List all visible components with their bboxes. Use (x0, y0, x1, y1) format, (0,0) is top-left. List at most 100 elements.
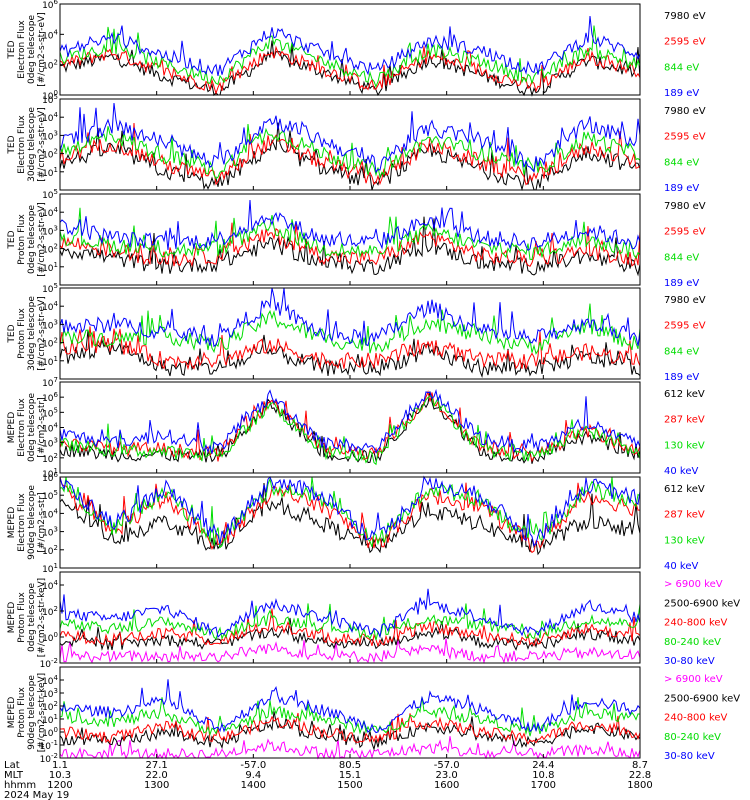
legend-entry: > 6900 keV (664, 579, 723, 590)
y-tick-label: 103 (42, 224, 58, 237)
series-line-3 (59, 207, 641, 261)
y-tick-label: 101 (42, 166, 58, 179)
series-line-2 (59, 122, 641, 186)
legend-entry: 844 eV (664, 62, 699, 73)
legend-entry: 30-80 keV (664, 656, 715, 667)
legend-entry: 612 keV (664, 484, 705, 495)
legend-entry: 80-240 keV (664, 637, 721, 648)
legend-entry: 40 keV (664, 561, 698, 572)
series-line-4 (59, 603, 641, 641)
tick-hhmm: 1500 (337, 780, 362, 791)
y-tick-label: 104 (42, 111, 58, 124)
legend-entry: 2500-6900 keV (664, 693, 740, 704)
legend-entry: 80-240 keV (664, 732, 721, 743)
tick-lat: 8.7 (632, 760, 648, 771)
y-tick-label: 10-2 (40, 752, 58, 765)
y-tick-label: 101 (42, 467, 58, 480)
panel-5: 101 102 103 104 105 106 107 MEPEDElectron Flux0… (7, 376, 705, 480)
series-line-2 (59, 326, 641, 371)
series-line-1 (59, 391, 641, 464)
series-line-4 (59, 102, 641, 174)
legend-entry: 2595 eV (664, 321, 706, 332)
y-tick-label: 105 (42, 489, 58, 502)
tick-mlt: 15.1 (339, 770, 361, 781)
legend-entry: 7980 eV (664, 11, 706, 22)
legend-entry: 2595 eV (664, 132, 706, 143)
y-tick-label: 106 (42, 471, 58, 484)
legend-entry: 287 keV (664, 510, 705, 521)
legend-entry: 844 eV (664, 252, 699, 263)
legend-entry: 130 keV (664, 535, 705, 546)
legend-entry: 612 keV (664, 389, 705, 400)
y-tick-label: 101 (42, 562, 58, 575)
x-axis-row-label: 2024 May 19 (4, 790, 69, 800)
y-tick-label: 104 (42, 674, 58, 687)
series-line-3 (59, 303, 641, 355)
series-line-2 (59, 222, 641, 268)
y-tick-label: 103 (42, 437, 58, 450)
y-tick-label: 104 (42, 28, 58, 41)
series-line-1 (59, 638, 641, 665)
panel-frame (59, 381, 641, 474)
series-line-4 (59, 287, 641, 348)
y-axis-label: MEPEDProton Flux0deg telescope[#/cm2-s-s… (7, 578, 47, 657)
y-tick-label: 103 (42, 687, 58, 700)
x-axis-row-label: Lat (4, 760, 20, 771)
series-line-4 (59, 388, 641, 454)
tick-lat: 24.4 (532, 760, 554, 771)
series-line-3 (60, 712, 641, 745)
legend-entry: 189 eV (664, 278, 699, 289)
y-tick-label: 101 (42, 355, 58, 368)
tick-hhmm: 1400 (241, 780, 266, 791)
y-tick-label: 102 (42, 452, 58, 465)
y-tick-label: 106 (42, 391, 58, 404)
tick-lat: 1.1 (52, 760, 68, 771)
tick-lat: -57.0 (434, 760, 460, 771)
y-tick-label: 102 (42, 243, 58, 256)
y-tick-label: 104 (42, 206, 58, 219)
tick-hhmm: 1300 (144, 780, 169, 791)
y-axis-label: TEDProton Flux30deg telescope[#/cm2-s-st… (7, 296, 47, 371)
y-tick-label: 101 (42, 261, 58, 274)
series-line-4 (59, 475, 641, 547)
legend-entry: 2595 eV (664, 37, 706, 48)
y-tick-label: 103 (42, 129, 58, 142)
y-tick-label: 10-2 (40, 657, 58, 670)
tick-mlt: 22.0 (146, 770, 168, 781)
series-line-3 (59, 123, 641, 180)
series-line-5 (59, 588, 641, 639)
y-tick-label: 104 (42, 507, 58, 520)
legend-entry: 30-80 keV (664, 751, 715, 762)
series-line-3 (59, 395, 641, 466)
y-tick-label: 105 (42, 93, 58, 106)
legend-entry: 189 eV (664, 88, 699, 99)
y-tick-label: 102 (42, 605, 58, 618)
y-tick-label: 104 (42, 579, 58, 592)
y-tick-label: 106 (42, 0, 58, 11)
legend-entry: 844 eV (664, 157, 699, 168)
legend-entry: 240-800 keV (664, 618, 728, 629)
tick-hhmm: 1700 (531, 780, 556, 791)
series-line-1 (59, 216, 641, 277)
y-tick-label: 10-1 (40, 739, 58, 752)
x-axis-row-label: MLT (4, 770, 24, 781)
y-tick-label: 102 (42, 148, 58, 161)
panel-frame (59, 98, 641, 191)
y-tick-label: 105 (42, 282, 58, 295)
y-tick-label: 100 (42, 631, 58, 644)
y-axis-label: MEPEDElectron Flux90deg telescope[#/cm2-… (7, 485, 47, 560)
tick-lat: 80.5 (339, 760, 361, 771)
tick-lat: -57.0 (240, 760, 266, 771)
legend-entry: 240-800 keV (664, 713, 728, 724)
series-line-4 (59, 697, 641, 737)
y-axis-label: MEPEDElectron Flux0deg telescope[#/cm2-s… (7, 393, 47, 463)
y-tick-label: 102 (42, 337, 58, 350)
y-axis-label: TEDElectron Flux0deg telescope[#/cm2-s-s… (7, 12, 47, 87)
